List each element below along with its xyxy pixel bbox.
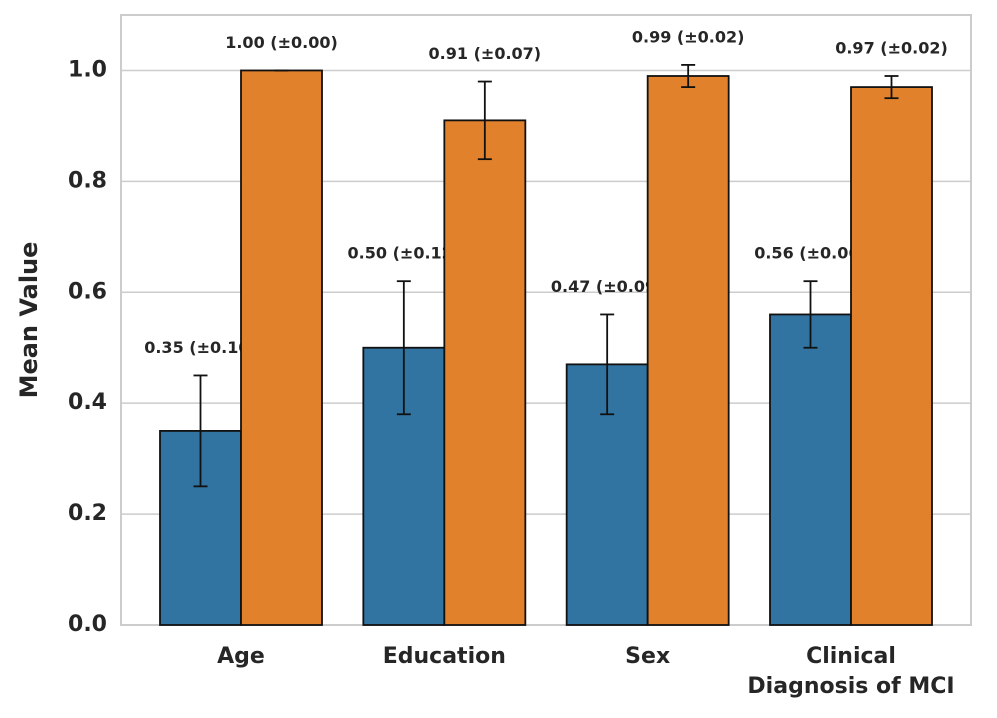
value-label: 0.99 (±0.02) — [632, 27, 745, 46]
value-label: 0.91 (±0.07) — [429, 44, 542, 63]
error-bar — [884, 75, 899, 100]
y-tick-label: 0.6 — [68, 279, 107, 304]
y-tick-label: 1.0 — [68, 57, 107, 82]
value-label: 0.50 (±0.12) — [348, 244, 461, 263]
bar — [646, 75, 730, 626]
error-bar — [193, 374, 208, 488]
bar — [240, 69, 323, 626]
value-label: 1.00 (±0.00) — [225, 33, 338, 52]
y-tick-label: 0.2 — [68, 501, 107, 526]
plot-frame — [120, 14, 972, 626]
y-tick-label: 0.8 — [68, 168, 107, 193]
bar — [850, 86, 933, 626]
error-bar — [396, 280, 411, 416]
x-tick-label: Sex — [625, 644, 670, 669]
error-bar — [803, 280, 818, 349]
bar — [443, 119, 527, 626]
x-tick-label: Education — [383, 644, 506, 669]
value-label: 0.97 (±0.02) — [835, 39, 948, 58]
bar — [769, 313, 852, 626]
x-tick-label: Clinical Diagnosis of MCI — [747, 644, 954, 699]
error-bar — [600, 313, 615, 416]
error-bar — [477, 80, 492, 161]
y-axis-label: Mean Value — [15, 242, 43, 399]
value-label: 0.56 (±0.06) — [754, 244, 867, 263]
y-tick-label: 0.0 — [68, 612, 107, 637]
y-tick-label: 0.4 — [68, 390, 107, 415]
x-tick-label: Age — [217, 644, 265, 669]
value-label: 0.35 (±0.10) — [144, 338, 257, 357]
error-bar — [681, 64, 696, 88]
value-label: 0.47 (±0.09) — [551, 277, 664, 296]
